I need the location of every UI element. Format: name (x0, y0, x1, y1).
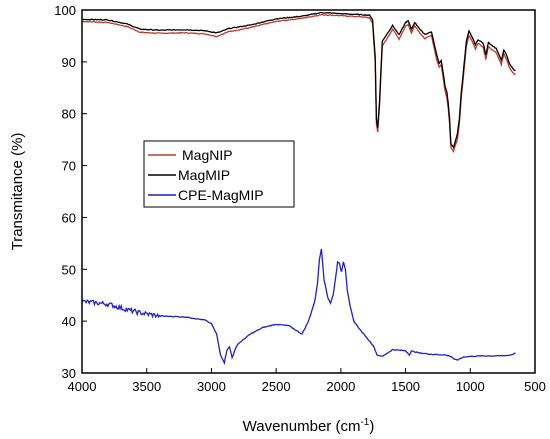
y-tick-label: 100 (54, 3, 76, 18)
legend-box (143, 140, 295, 208)
y-axis-label: Transmitance (%) (9, 133, 26, 251)
y-tick-label: 60 (62, 210, 76, 225)
x-tick-label: 2500 (262, 379, 291, 394)
legend-label-magmip: MagMIP (178, 167, 230, 183)
x-axis-label-end: ) (369, 418, 374, 435)
legend-label-cpe-magmip: CPE-MagMIP (178, 187, 264, 203)
x-tick-label: 3000 (197, 379, 226, 394)
y-tick-label: 50 (62, 262, 76, 277)
x-tick-label: 1000 (456, 379, 485, 394)
x-tick-label: 4000 (68, 379, 97, 394)
legend: MagNIP MagMIP CPE-MagMIP (143, 140, 295, 208)
x-tick-label: 500 (524, 379, 546, 394)
x-axis-label-superscript: -1 (360, 417, 369, 428)
series-line-magmip (81, 11, 516, 150)
x-tick-label: 3500 (132, 379, 161, 394)
plot-frame (81, 9, 536, 374)
ticks-layer: 4000 3500 3000 2500 2000 1500 1000 500 30 40 50 60 7… (54, 3, 546, 394)
x-tick-label: 1500 (391, 379, 420, 394)
y-tick-label: 90 (62, 55, 76, 70)
y-tick-label: 80 (62, 107, 76, 122)
y-tick-label: 40 (62, 314, 76, 329)
series-layer (81, 11, 516, 366)
y-tick-label: 70 (62, 159, 76, 174)
x-axis-label: Wavenumber (cm-1) (243, 417, 375, 435)
series-line-cpe-magmip (81, 248, 516, 366)
x-axis-label-main: Wavenumber (cm (243, 418, 361, 435)
y-tick-label: 30 (62, 366, 76, 381)
legend-label-magnip: MagNIP (182, 147, 233, 163)
x-tick-label: 2000 (326, 379, 355, 394)
